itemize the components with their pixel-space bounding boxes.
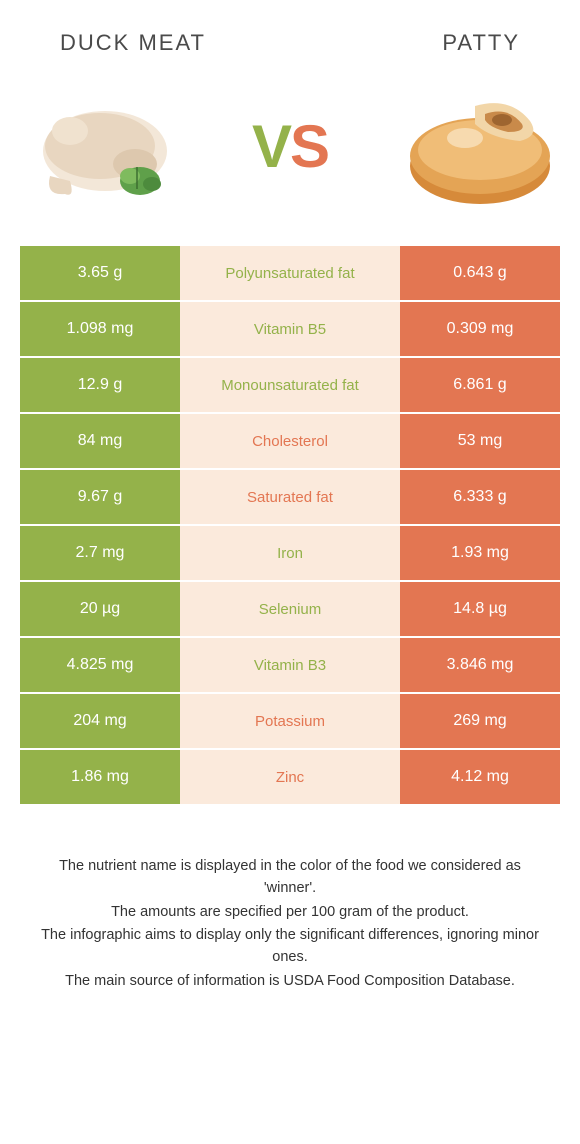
value-right: 3.846 mg bbox=[400, 638, 560, 694]
footnote-line: The nutrient name is displayed in the co… bbox=[40, 856, 540, 900]
nutrient-label: Vitamin B3 bbox=[180, 638, 400, 694]
value-left: 2.7 mg bbox=[20, 526, 180, 582]
vs-label: VS bbox=[252, 112, 328, 181]
value-right: 6.333 g bbox=[400, 470, 560, 526]
value-right: 53 mg bbox=[400, 414, 560, 470]
value-left: 12.9 g bbox=[20, 358, 180, 414]
value-left: 3.65 g bbox=[20, 246, 180, 302]
nutrient-label: Cholesterol bbox=[180, 414, 400, 470]
value-left: 4.825 mg bbox=[20, 638, 180, 694]
table-row: 204 mgPotassium269 mg bbox=[20, 694, 560, 750]
header-row: DUCK MEAT PATTY bbox=[0, 0, 580, 66]
footnotes: The nutrient name is displayed in the co… bbox=[0, 806, 580, 993]
value-right: 4.12 mg bbox=[400, 750, 560, 806]
value-left: 20 µg bbox=[20, 582, 180, 638]
title-left: DUCK MEAT bbox=[60, 30, 206, 56]
value-left: 204 mg bbox=[20, 694, 180, 750]
value-right: 14.8 µg bbox=[400, 582, 560, 638]
value-right: 0.309 mg bbox=[400, 302, 560, 358]
nutrient-label: Selenium bbox=[180, 582, 400, 638]
table-row: 12.9 gMonounsaturated fat6.861 g bbox=[20, 358, 560, 414]
table-row: 1.098 mgVitamin B50.309 mg bbox=[20, 302, 560, 358]
nutrient-label: Saturated fat bbox=[180, 470, 400, 526]
patty-image bbox=[390, 76, 560, 216]
footnote-line: The main source of information is USDA F… bbox=[40, 971, 540, 993]
value-right: 269 mg bbox=[400, 694, 560, 750]
table-row: 1.86 mgZinc4.12 mg bbox=[20, 750, 560, 806]
duck-meat-image bbox=[20, 76, 190, 216]
vs-s: S bbox=[290, 112, 328, 181]
table-row: 3.65 gPolyunsaturated fat0.643 g bbox=[20, 246, 560, 302]
value-right: 0.643 g bbox=[400, 246, 560, 302]
nutrient-label: Iron bbox=[180, 526, 400, 582]
nutrient-label: Vitamin B5 bbox=[180, 302, 400, 358]
title-right: PATTY bbox=[442, 30, 520, 56]
table-row: 4.825 mgVitamin B33.846 mg bbox=[20, 638, 560, 694]
footnote-line: The amounts are specified per 100 gram o… bbox=[40, 902, 540, 924]
images-row: VS bbox=[0, 66, 580, 246]
table-row: 84 mgCholesterol53 mg bbox=[20, 414, 560, 470]
nutrient-label: Monounsaturated fat bbox=[180, 358, 400, 414]
value-right: 1.93 mg bbox=[400, 526, 560, 582]
nutrient-label: Potassium bbox=[180, 694, 400, 750]
comparison-table: 3.65 gPolyunsaturated fat0.643 g1.098 mg… bbox=[20, 246, 560, 806]
table-row: 2.7 mgIron1.93 mg bbox=[20, 526, 560, 582]
vs-v: V bbox=[252, 112, 290, 181]
table-row: 9.67 gSaturated fat6.333 g bbox=[20, 470, 560, 526]
nutrient-label: Polyunsaturated fat bbox=[180, 246, 400, 302]
nutrient-label: Zinc bbox=[180, 750, 400, 806]
footnote-line: The infographic aims to display only the… bbox=[40, 925, 540, 969]
table-row: 20 µgSelenium14.8 µg bbox=[20, 582, 560, 638]
value-left: 1.098 mg bbox=[20, 302, 180, 358]
value-left: 84 mg bbox=[20, 414, 180, 470]
value-right: 6.861 g bbox=[400, 358, 560, 414]
value-left: 9.67 g bbox=[20, 470, 180, 526]
value-left: 1.86 mg bbox=[20, 750, 180, 806]
